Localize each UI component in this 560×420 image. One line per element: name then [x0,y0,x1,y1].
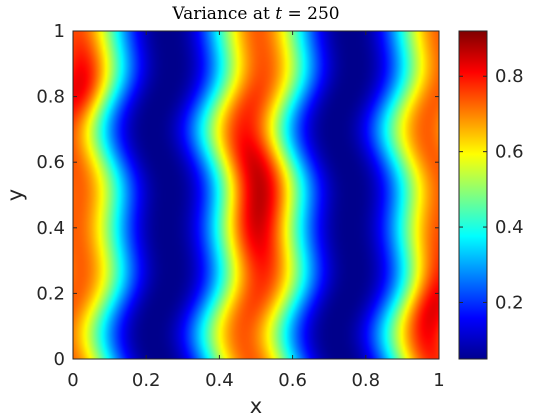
chart-title: Variance at t = 250 [171,4,339,24]
colorbar-frame [458,30,488,360]
x-axis-ticks: 0 0.2 0.4 0.6 0.8 1 [67,31,445,391]
y-tick-label: 0.2 [36,283,65,304]
colorbar-gradient [459,31,487,359]
y-axis-label: y [3,189,27,201]
colorbar-ticks: 0.2 0.4 0.6 0.8 [459,66,524,313]
chart-title-rest: = 250 [282,4,340,24]
colorbar-tick-label: 0.8 [495,66,524,87]
x-tick-label: 1 [433,370,444,391]
x-tick-label: 0.2 [132,370,161,391]
chart-title-prefix: Variance at [171,4,275,24]
x-tick-label: 0 [67,370,78,391]
heatmap-field [73,31,439,359]
y-tick-label: 1 [54,21,65,42]
plot-frame [72,30,440,360]
x-tick-label: 0.4 [205,370,234,391]
x-tick-label: 0.8 [351,370,380,391]
colorbar-tick-label: 0.2 [495,292,524,313]
x-axis-label: x [250,394,262,418]
x-tick-label: 0.6 [278,370,307,391]
colorbar-tick-label: 0.6 [495,142,524,163]
y-tick-label: 0 [54,349,65,370]
colorbar-tick-label: 0.4 [495,217,524,238]
y-tick-label: 0.6 [36,152,65,173]
y-tick-label: 0.8 [36,87,65,108]
y-axis-ticks: 0 0.2 0.4 0.6 0.8 1 [36,21,439,370]
y-tick-label: 0.4 [36,218,65,239]
svg-text:Variance at t = 250: Variance at t = 250 [171,4,339,24]
plot-area [73,31,439,359]
colorbar: 0.2 0.4 0.6 0.8 [458,30,524,360]
chart-title-var: t [275,4,282,24]
